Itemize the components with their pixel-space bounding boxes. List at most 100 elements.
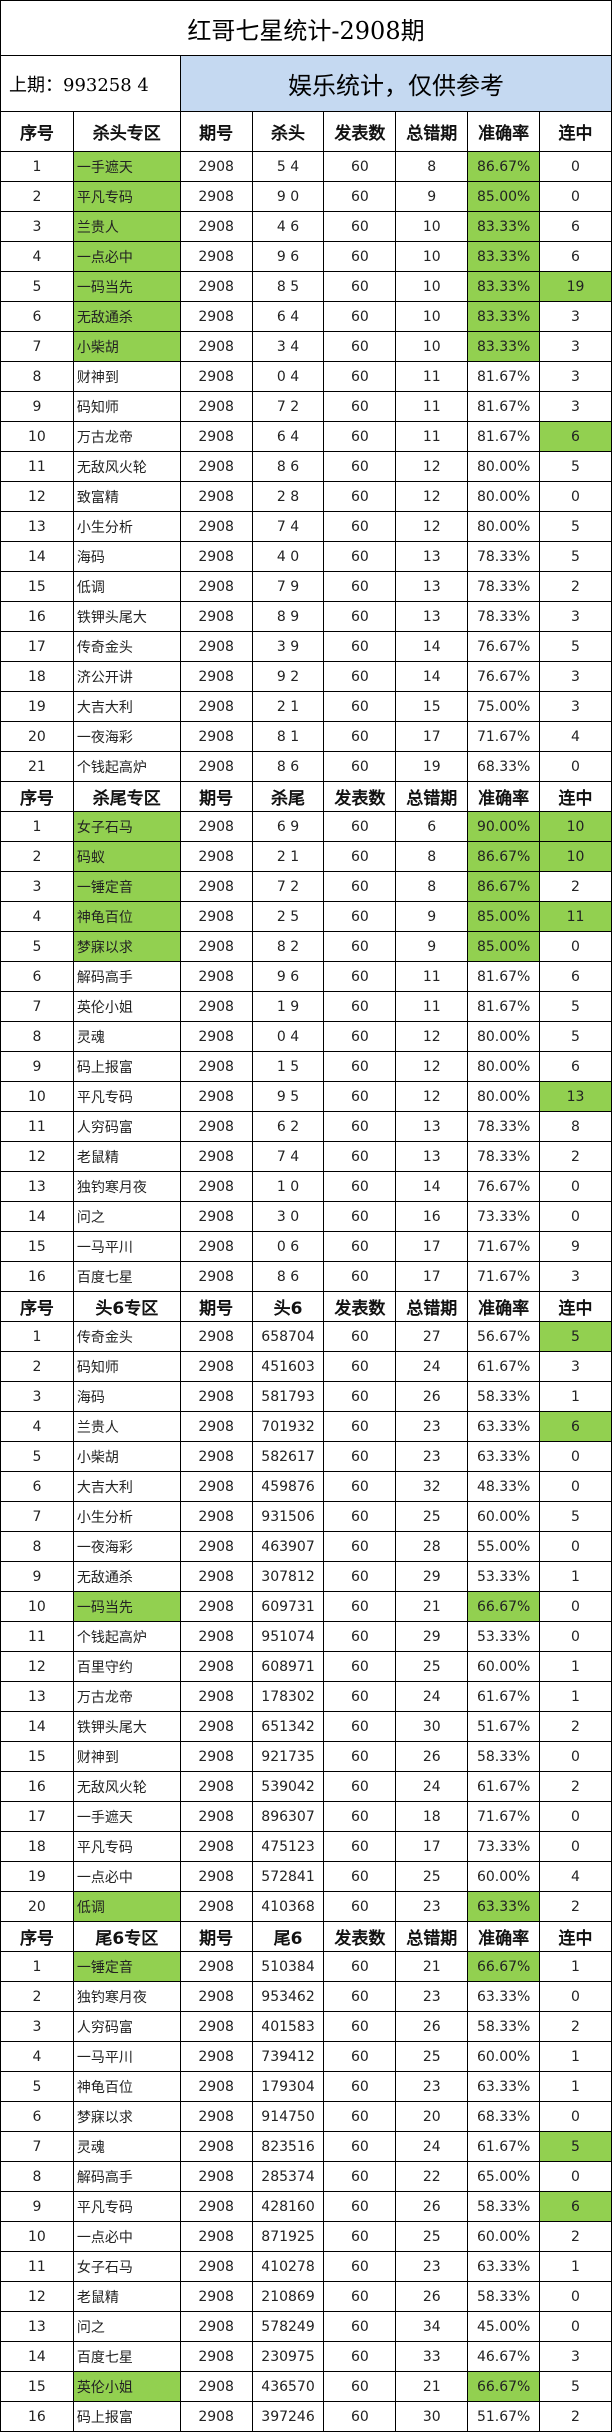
- cell-errors: 19: [396, 752, 469, 781]
- table-row: 5 梦寐以求 2908 8 2 60 9 85.00% 0: [1, 932, 612, 962]
- cell-rate: 60.00%: [468, 1862, 541, 1891]
- cell-name: 一码当先: [73, 1592, 181, 1621]
- cell-name: 一锤定音: [73, 872, 181, 901]
- cell-name: 独钓寒月夜: [74, 1982, 181, 2011]
- column-header-streak: 连中: [540, 1922, 612, 1951]
- table-row: 4 神龟百位 2908 2 5 60 9 85.00% 11: [1, 902, 612, 932]
- cell-count: 60: [324, 2282, 397, 2311]
- table-row: 8 财神到 2908 0 4 60 11 81.67% 3: [1, 362, 612, 392]
- cell-errors: 24: [396, 1352, 469, 1381]
- table-row: 13 万古龙帝 2908 178302 60 24 61.67% 1: [1, 1682, 612, 1712]
- cell-seq: 15: [1, 1232, 74, 1261]
- table-row: 9 码上报富 2908 1 5 60 12 80.00% 6: [1, 1052, 612, 1082]
- cell-seq: 12: [1, 1652, 74, 1681]
- cell-count: 60: [324, 872, 397, 901]
- cell-streak: 5: [540, 2132, 612, 2161]
- cell-errors: 29: [396, 1622, 469, 1651]
- cell-code: 8 5: [253, 272, 325, 301]
- column-header-period: 期号: [181, 112, 253, 151]
- cell-streak: 13: [540, 1082, 612, 1111]
- cell-period: 2908: [181, 272, 253, 301]
- cell-period: 2908: [181, 1322, 253, 1351]
- cell-name: 平凡专码: [74, 1832, 181, 1861]
- table-row: 2 平凡专码 2908 9 0 60 9 85.00% 0: [1, 182, 612, 212]
- cell-seq: 5: [1, 2072, 74, 2101]
- cell-name: 百度七星: [74, 1262, 181, 1291]
- cell-streak: 5: [540, 1322, 612, 1351]
- cell-name: 老鼠精: [74, 2282, 181, 2311]
- cell-errors: 9: [396, 932, 469, 961]
- cell-rate: 58.33%: [468, 1742, 541, 1771]
- cell-period: 2908: [181, 1382, 253, 1411]
- cell-seq: 6: [1, 302, 74, 331]
- cell-streak: 0: [540, 1202, 612, 1231]
- cell-streak: 5: [540, 542, 612, 571]
- cell-seq: 2: [1, 1352, 74, 1381]
- cell-rate: 85.00%: [468, 932, 541, 961]
- cell-seq: 9: [1, 2192, 74, 2221]
- cell-rate: 53.33%: [468, 1562, 541, 1591]
- cell-code: 4 6: [253, 212, 325, 241]
- cell-code: 581793: [253, 1382, 325, 1411]
- cell-errors: 21: [396, 1592, 469, 1621]
- cell-rate: 58.33%: [468, 2192, 541, 2221]
- table-row: 8 解码高手 2908 285374 60 22 65.00% 0: [1, 2162, 612, 2192]
- cell-period: 2908: [181, 1352, 253, 1381]
- cell-seq: 16: [1, 2402, 74, 2431]
- cell-code: 0 4: [253, 362, 325, 391]
- cell-count: 60: [324, 242, 397, 271]
- cell-count: 60: [324, 902, 397, 931]
- cell-seq: 14: [1, 542, 74, 571]
- cell-streak: 3: [540, 362, 612, 391]
- cell-seq: 20: [1, 1892, 74, 1921]
- cell-code: 210869: [253, 2282, 325, 2311]
- table-row: 2 独钓寒月夜 2908 953462 60 23 63.33% 0: [1, 1982, 612, 2012]
- cell-rate: 86.67%: [468, 872, 541, 901]
- cell-rate: 81.67%: [468, 422, 541, 451]
- cell-seq: 12: [1, 482, 74, 511]
- cell-seq: 7: [1, 2132, 74, 2161]
- cell-count: 60: [324, 1352, 397, 1381]
- table-row: 20 低调 2908 410368 60 23 63.33% 2: [1, 1892, 612, 1922]
- table-row: 11 个钱起高炉 2908 951074 60 29 53.33% 0: [1, 1622, 612, 1652]
- cell-seq: 3: [1, 212, 74, 241]
- cell-errors: 12: [396, 452, 469, 481]
- cell-rate: 80.00%: [468, 512, 541, 541]
- cell-errors: 25: [396, 2042, 469, 2071]
- cell-period: 2908: [181, 452, 253, 481]
- cell-errors: 8: [396, 152, 469, 181]
- cell-errors: 14: [396, 1172, 469, 1201]
- cell-code: 8 6: [253, 752, 325, 781]
- cell-period: 2908: [181, 692, 253, 721]
- table-row: 3 一锤定音 2908 7 2 60 8 86.67% 2: [1, 872, 612, 902]
- cell-rate: 83.33%: [468, 272, 541, 301]
- cell-count: 60: [324, 1112, 397, 1141]
- table-row: 6 梦寐以求 2908 914750 60 20 68.33% 0: [1, 2102, 612, 2132]
- cell-errors: 28: [396, 1532, 469, 1561]
- cell-code: 6 4: [253, 302, 325, 331]
- cell-name: 财神到: [74, 362, 181, 391]
- cell-name: 平凡专码: [73, 182, 181, 211]
- cell-streak: 0: [540, 932, 612, 961]
- cell-count: 60: [324, 2222, 397, 2251]
- cell-seq: 8: [1, 1532, 74, 1561]
- cell-errors: 11: [396, 962, 469, 991]
- cell-period: 2908: [181, 1532, 253, 1561]
- cell-errors: 8: [396, 872, 469, 901]
- cell-period: 2908: [181, 1472, 253, 1501]
- cell-name: 英伦小姐: [73, 2372, 181, 2401]
- table-row: 13 小生分析 2908 7 4 60 12 80.00% 5: [1, 512, 612, 542]
- cell-errors: 11: [396, 392, 469, 421]
- column-header-streak: 连中: [540, 1292, 612, 1321]
- cell-seq: 8: [1, 1022, 74, 1051]
- cell-errors: 26: [396, 2192, 469, 2221]
- cell-streak: 1: [540, 1682, 612, 1711]
- table-row: 6 解码高手 2908 9 6 60 11 81.67% 6: [1, 962, 612, 992]
- column-header-errors: 总错期: [396, 1922, 469, 1951]
- table-row: 3 人穷码富 2908 401583 60 26 58.33% 2: [1, 2012, 612, 2042]
- cell-code: 8 1: [253, 722, 325, 751]
- cell-streak: 0: [540, 1172, 612, 1201]
- cell-code: 1 0: [253, 1172, 325, 1201]
- column-header-code: 头6: [253, 1292, 325, 1321]
- cell-streak: 2: [540, 872, 612, 901]
